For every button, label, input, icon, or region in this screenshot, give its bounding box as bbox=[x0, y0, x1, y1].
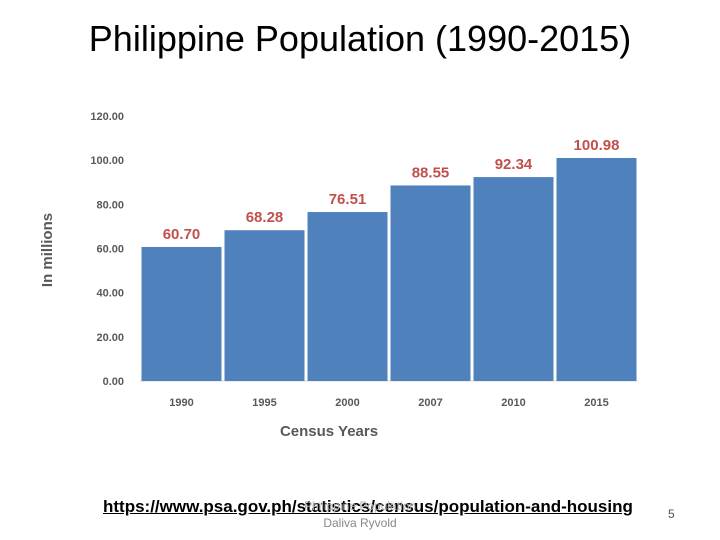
data-label: 92.34 bbox=[495, 156, 533, 173]
data-label: 88.55 bbox=[412, 164, 450, 181]
x-tick-label: 1990 bbox=[169, 397, 193, 409]
source-link[interactable]: https://www.psa.gov.ph/statistics/census… bbox=[103, 497, 633, 516]
y-tick-label: 0.00 bbox=[103, 376, 124, 388]
page-number: 5 bbox=[668, 507, 675, 521]
x-axis-title: Census Years bbox=[280, 423, 378, 440]
bar bbox=[224, 230, 305, 381]
y-tick-label: 60.00 bbox=[96, 244, 124, 256]
x-tick-label: 2007 bbox=[418, 397, 442, 409]
x-tick-label: 2015 bbox=[584, 397, 608, 409]
x-tick-label: 2010 bbox=[501, 397, 525, 409]
data-label: 68.28 bbox=[246, 209, 284, 226]
y-tick-label: 120.00 bbox=[90, 111, 124, 123]
bar bbox=[556, 158, 637, 381]
y-tick-label: 80.00 bbox=[96, 199, 124, 211]
footer-author: Daliva Ryvold bbox=[323, 516, 397, 530]
footer-title: Philippine Population bbox=[303, 499, 417, 513]
population-bar-chart: 0.00 20.00 40.00 60.00 80.00 100.00 120.00 60.7… bbox=[39, 111, 638, 440]
y-tick-label: 100.00 bbox=[90, 155, 124, 167]
y-axis-title: In millions bbox=[39, 213, 56, 287]
bar bbox=[390, 185, 471, 381]
bar bbox=[473, 177, 554, 381]
data-label: 76.51 bbox=[329, 191, 367, 208]
y-tick-label: 40.00 bbox=[96, 288, 124, 300]
data-label: 100.98 bbox=[574, 137, 620, 154]
x-tick-label: 1995 bbox=[252, 397, 276, 409]
slide-title: Philippine Population (1990-2015) bbox=[88, 18, 632, 59]
data-label: 60.70 bbox=[163, 226, 201, 243]
y-tick-label: 20.00 bbox=[96, 332, 124, 344]
x-tick-label: 2000 bbox=[335, 397, 359, 409]
bar bbox=[141, 246, 222, 381]
bar bbox=[307, 212, 388, 381]
